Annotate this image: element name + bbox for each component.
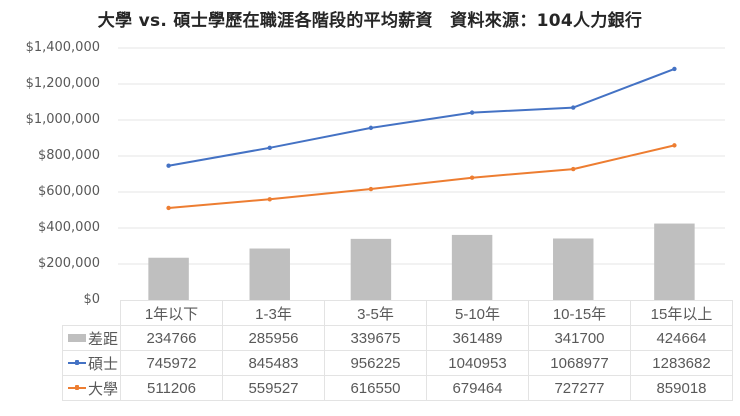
data-point-marker	[469, 175, 475, 180]
data-point-marker	[267, 145, 272, 151]
table-cell: 616550	[324, 375, 427, 401]
data-point-marker	[672, 66, 677, 72]
table-cell: 285956	[222, 325, 325, 351]
table-cell: 727277	[528, 375, 631, 401]
table-cell: 424664	[630, 325, 733, 351]
table-cell: 339675	[324, 325, 427, 351]
data-point-marker	[368, 125, 374, 131]
table-cell: 745972	[120, 350, 223, 376]
y-tick-label: $800,000	[37, 148, 100, 163]
y-tick-label: $200,000	[37, 256, 100, 271]
table-cell: 679464	[426, 375, 529, 401]
legend-gap: 差距	[62, 325, 121, 351]
table-cell: 956225	[324, 350, 427, 376]
category-header: 1-3年	[222, 300, 325, 326]
gap-bars	[148, 223, 695, 300]
category-header: 15年以上	[630, 300, 733, 326]
series-line	[168, 68, 675, 167]
legend-master: 碩士	[62, 350, 121, 376]
gap-bar	[148, 257, 189, 300]
series-line	[168, 144, 675, 209]
category-header: 1年以下	[120, 300, 223, 326]
gridlines	[118, 47, 725, 265]
gap-bar	[249, 248, 290, 300]
data-point-marker	[571, 166, 576, 172]
legend-bachelor: 大學	[62, 375, 121, 401]
table-cell: 1283682	[630, 350, 733, 376]
table-corner	[63, 301, 121, 326]
data-point-marker	[267, 197, 272, 202]
data-point-marker	[166, 163, 171, 168]
category-header: 10-15年	[528, 300, 631, 326]
line-swatch-icon	[67, 385, 86, 390]
table-cell: 511206	[120, 375, 223, 401]
table-cell: 859018	[630, 375, 733, 401]
y-tick-label: $1,400,000	[25, 40, 100, 55]
y-tick-label: $1,000,000	[25, 112, 100, 127]
y-tick-label: $400,000	[37, 220, 100, 235]
table-row-bachelor: 大學 511206 559527 616550 679464 727277 85…	[62, 375, 733, 401]
table-row-gap: 差距 234766 285956 339675 361489 341700 42…	[62, 325, 733, 351]
gap-bar	[553, 238, 594, 300]
chart-title: 大學 vs. 碩士學歷在職涯各階段的平均薪資 資料來源：104人力銀行	[97, 11, 643, 31]
gap-bar	[451, 234, 493, 300]
data-point-marker	[469, 110, 475, 115]
table-cell: 559527	[222, 375, 325, 401]
category-header: 3-5年	[324, 300, 427, 326]
line-swatch-icon	[67, 360, 86, 365]
salary-lines	[166, 66, 677, 211]
table-cell: 234766	[120, 325, 223, 351]
table-cell: 1068977	[528, 350, 631, 376]
y-tick-label: $1,200,000	[25, 76, 100, 91]
table-row-master: 碩士 745972 845483 956225 1040953 1068977 …	[62, 350, 733, 376]
table-cell: 361489	[426, 325, 529, 351]
y-tick-label: $0	[83, 292, 100, 307]
data-point-marker	[672, 143, 677, 148]
data-point-marker	[571, 105, 576, 110]
bar-swatch-icon	[67, 334, 86, 342]
data-point-marker	[166, 205, 171, 211]
data-point-marker	[368, 186, 374, 192]
table-cell: 845483	[222, 350, 325, 376]
category-header: 5-10年	[426, 300, 529, 326]
gap-bar	[350, 238, 392, 300]
data-table: 1年以下 1-3年 3-5年 5-10年 10-15年 15年以上 差距 234…	[62, 300, 733, 401]
y-tick-label: $600,000	[37, 184, 100, 199]
table-cell: 1040953	[426, 350, 529, 376]
gap-bar	[654, 223, 695, 300]
table-cell: 341700	[528, 325, 631, 351]
table-header-row: 1年以下 1-3年 3-5年 5-10年 10-15年 15年以上	[63, 300, 733, 326]
